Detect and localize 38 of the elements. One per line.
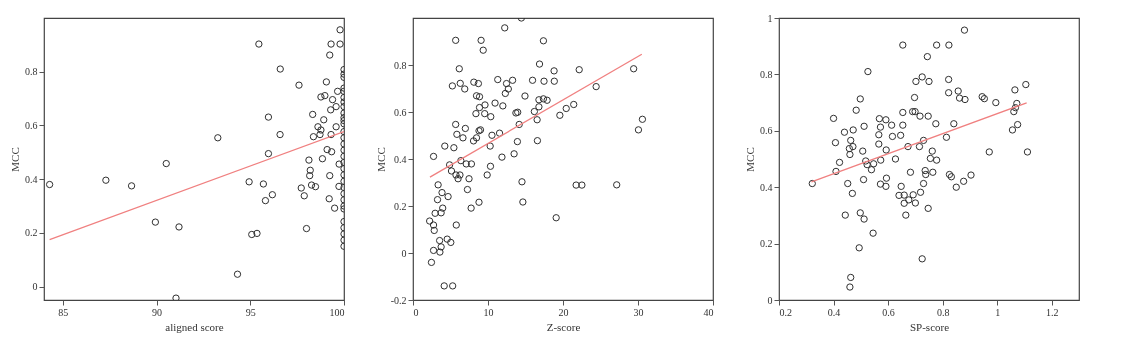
x-tick-label: 0.6: [882, 306, 895, 318]
y-tick-label: 0: [767, 294, 773, 306]
x-axis-title: aligned score: [165, 320, 224, 333]
x-tick-label: 30: [633, 306, 644, 318]
x-tick-label: 10: [483, 306, 494, 318]
y-tick-label: 0.2: [760, 238, 773, 250]
x-tick-label: 20: [558, 306, 569, 318]
y-axis-title: MCC: [9, 147, 21, 172]
x-tick-label: 0.8: [936, 306, 950, 318]
y-tick-label: 0: [32, 281, 38, 293]
y-tick-label: 0.8: [394, 59, 407, 71]
x-tick-label: 95: [245, 306, 256, 318]
y-tick-label: 0: [401, 247, 407, 259]
y-axis-title: MCC: [374, 147, 387, 172]
x-tick-label: 1.2: [1045, 306, 1059, 318]
y-tick-label: 0.2: [394, 200, 407, 212]
y-tick-label: 0.4: [760, 181, 773, 193]
y-tick-label: 0.4: [394, 153, 407, 165]
y-tick-label: -0.2: [390, 294, 407, 306]
y-tick-label: 0.8: [25, 66, 38, 78]
x-tick-label: 40: [703, 306, 714, 318]
x-tick-label: 0: [413, 306, 419, 318]
x-tick-label: 85: [58, 306, 69, 318]
y-tick-label: 1: [767, 12, 773, 24]
y-tick-label: 0.6: [394, 106, 407, 118]
y-tick-label: 0.2: [25, 227, 38, 239]
x-tick-label: 90: [152, 306, 162, 318]
x-tick-label: 100: [329, 306, 345, 318]
y-tick-label: 0.6: [760, 125, 773, 137]
x-axis-title: Z-score: [546, 320, 581, 333]
x-tick-label: 0.4: [827, 306, 841, 318]
y-tick-label: 0.8: [760, 68, 773, 80]
x-tick-label: 1: [995, 306, 1001, 318]
x-axis-title: SP-score: [909, 320, 950, 333]
y-axis-title: MCC: [744, 147, 756, 172]
x-tick-label: 0.2: [779, 306, 792, 318]
y-tick-label: 0.4: [25, 173, 38, 185]
y-tick-label: 0.6: [25, 119, 38, 131]
